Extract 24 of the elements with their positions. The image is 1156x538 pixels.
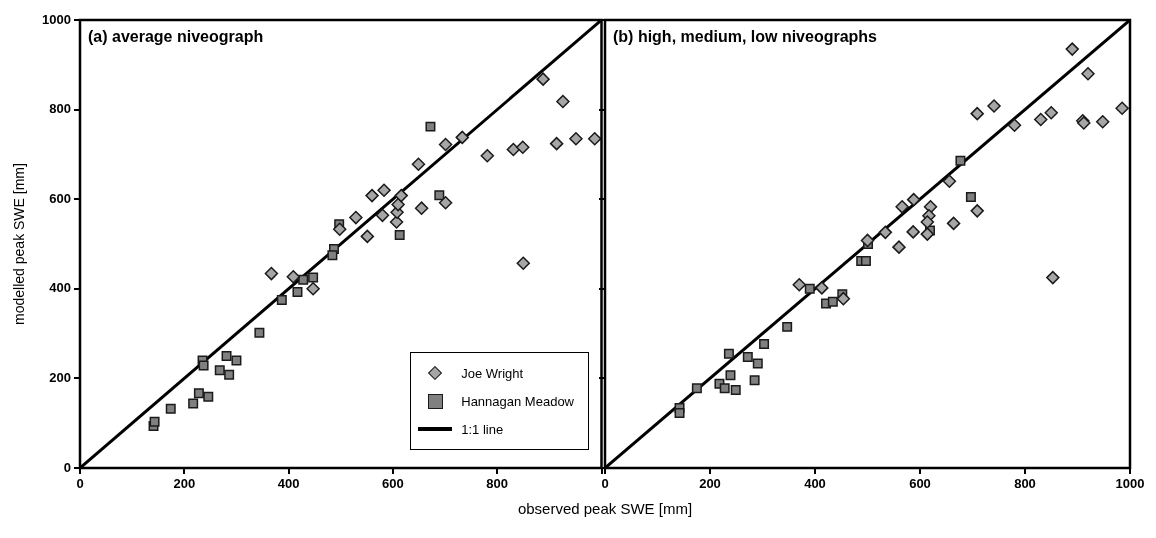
y-tick-label: 400 (49, 280, 71, 296)
text: (a) average niveograph (88, 28, 264, 46)
x-tick-label: 0 (76, 476, 84, 492)
y-axis-title: modelled peak SWE [mm] (11, 163, 28, 325)
y-tick-label: 0 (63, 459, 71, 475)
x-tick-label: 0 (601, 476, 609, 492)
text: (b) high, medium, low niveographs (613, 28, 878, 46)
x-tick-label: 1000 (1115, 476, 1145, 492)
legend-label: 1:1 line (461, 421, 504, 437)
x-tick-label: 600 (909, 476, 931, 492)
x-tick-label: 800 (1014, 476, 1036, 492)
legend-label: Hannagan Meadow (461, 393, 574, 409)
y-tick-label: 1000 (42, 11, 71, 27)
x-tick-label: 200 (699, 476, 721, 492)
x-axis-title: observed peak SWE [mm] (516, 500, 694, 517)
x-tick-label: 400 (277, 476, 300, 492)
legend-label: Joe Wright (461, 365, 524, 381)
x-tick-label: 400 (804, 476, 826, 492)
y-tick-label: 800 (49, 101, 71, 117)
y-tick-label: 200 (49, 369, 71, 385)
x-tick-label: 800 (486, 476, 509, 492)
x-tick-label: 600 (382, 476, 404, 492)
x-tick-label: 200 (173, 476, 196, 492)
y-tick-label: 600 (49, 190, 71, 206)
